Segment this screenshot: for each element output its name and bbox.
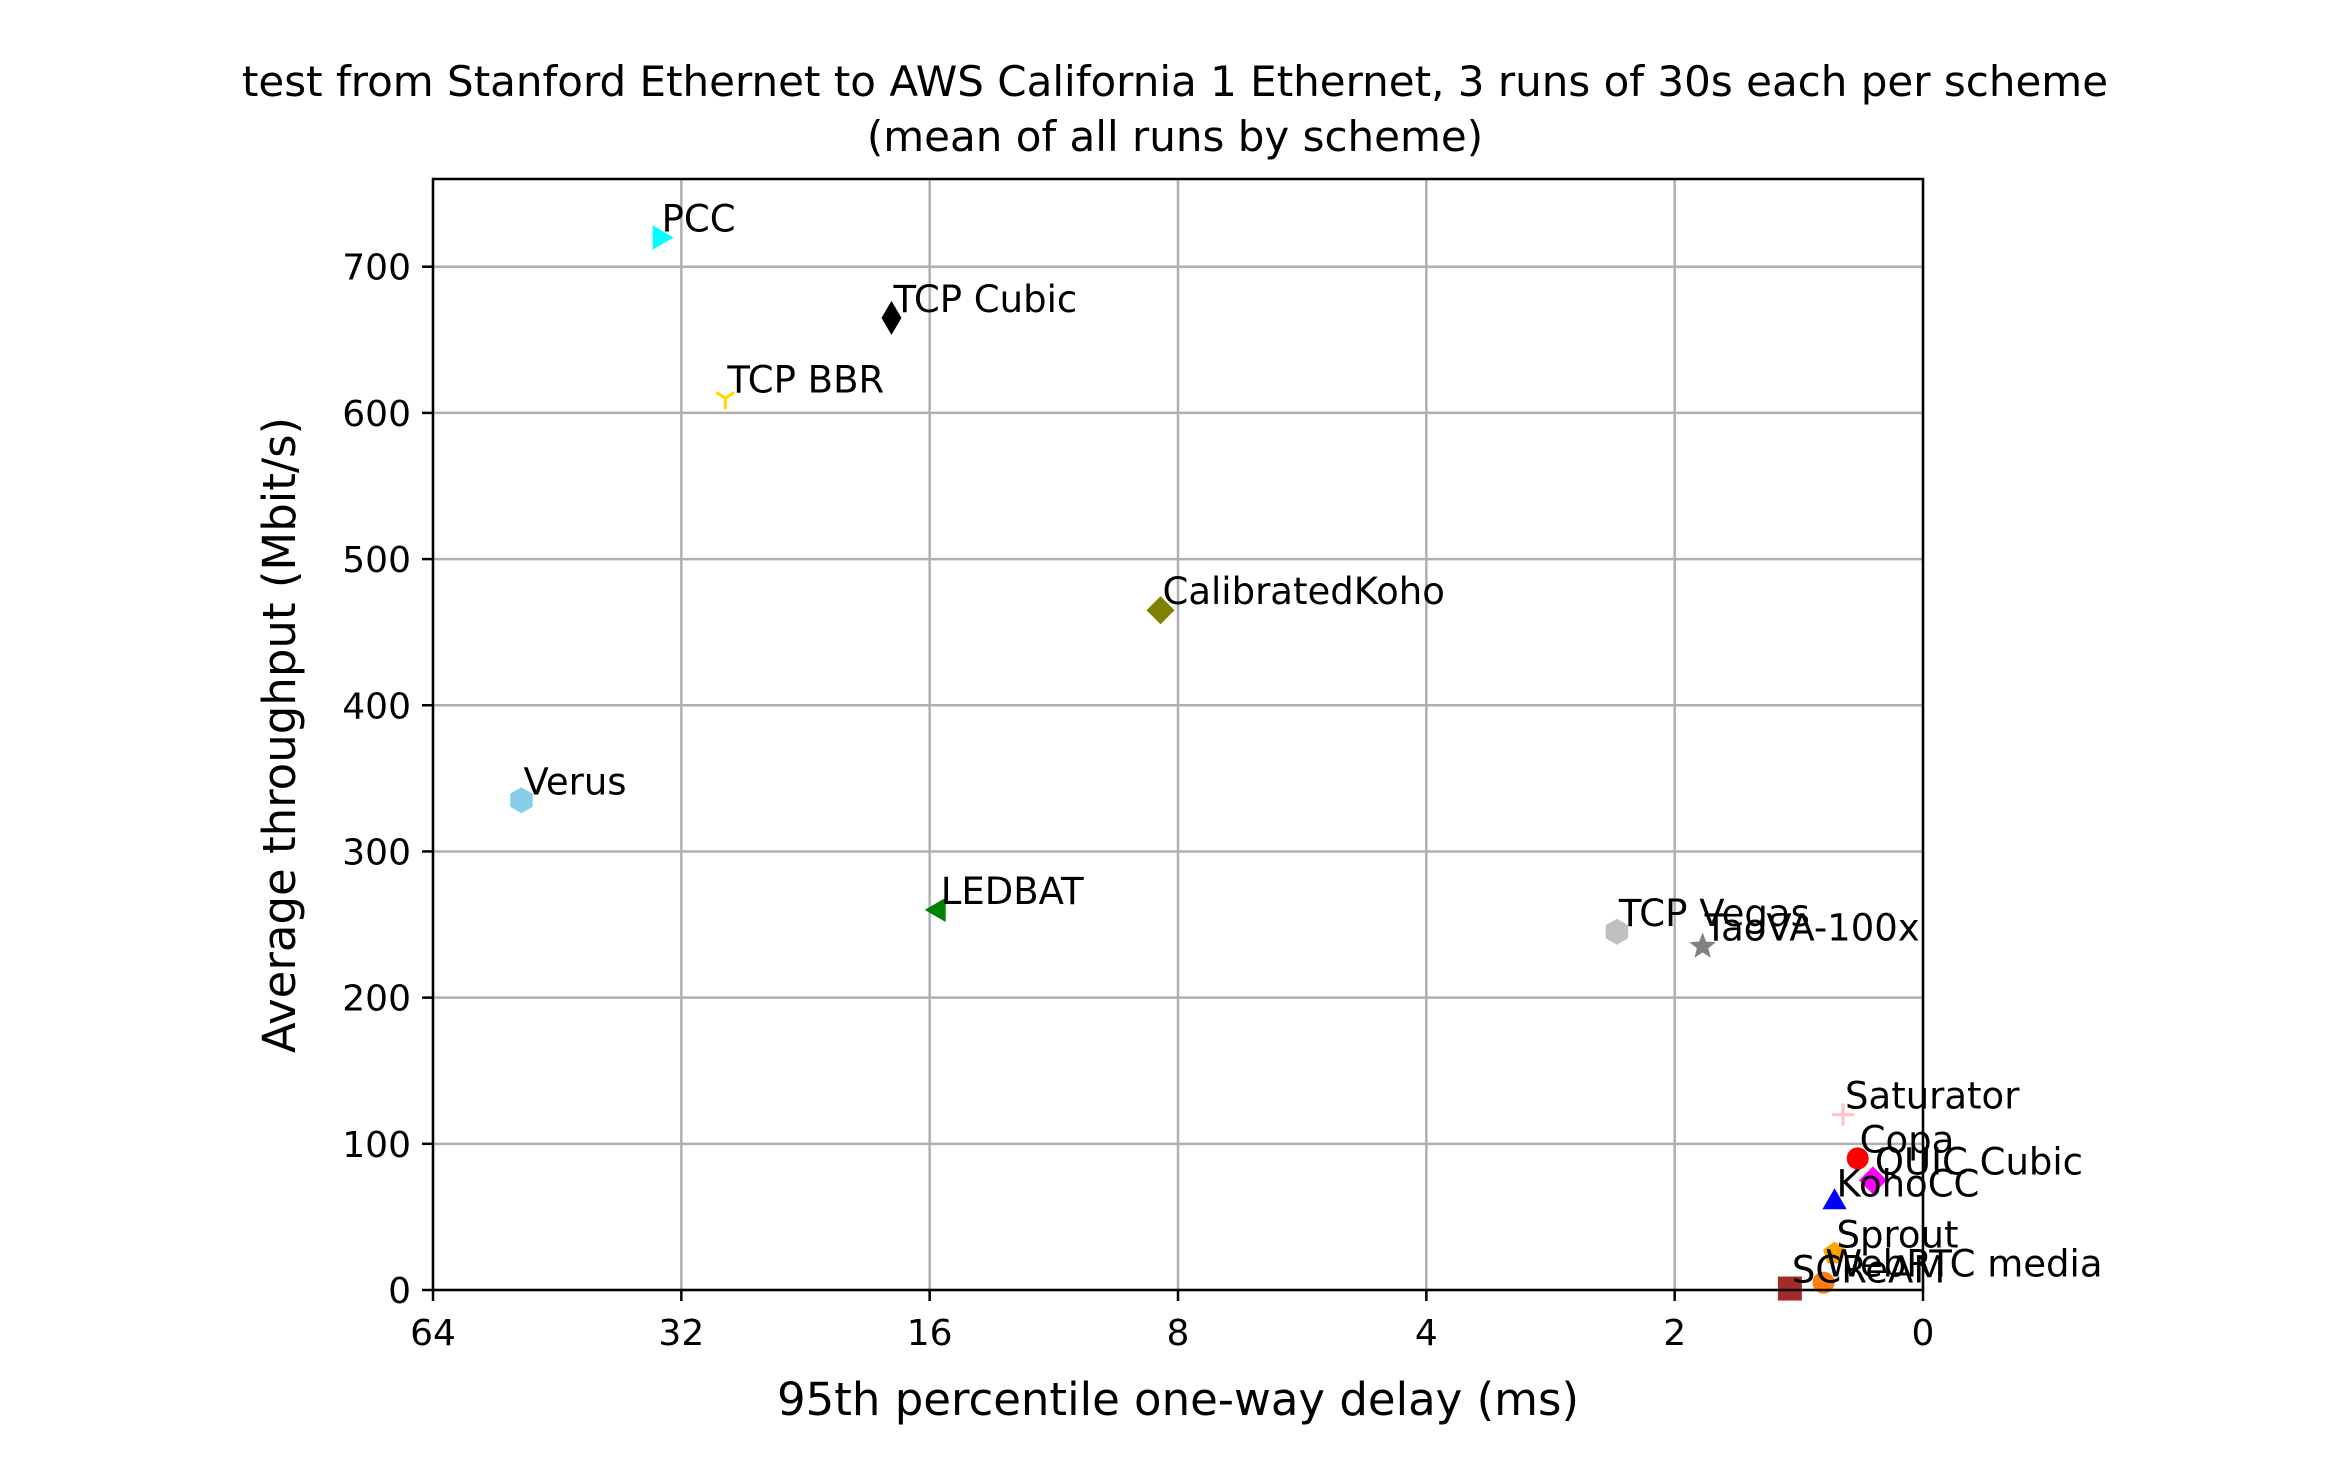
x-tick-label: 4 bbox=[1415, 1313, 1438, 1354]
y-axis-label: Average throughput (Mbit/s) bbox=[253, 417, 306, 1053]
point-kohocc-label: KohoCC bbox=[1837, 1162, 1980, 1205]
point-saturator bbox=[1832, 1103, 1855, 1126]
point-pcc bbox=[652, 225, 674, 250]
x-tick-label: 8 bbox=[1167, 1313, 1190, 1354]
point-saturator-label: Saturator bbox=[1845, 1075, 2020, 1118]
x-axis-ticks: 64 32 16 8 4 2 0 bbox=[410, 1290, 1934, 1354]
x-tick-label: 16 bbox=[907, 1313, 953, 1354]
point-copa-label: Copa bbox=[1860, 1118, 1955, 1161]
point-verus-label: Verus bbox=[523, 760, 626, 803]
point-scream-label: SCReAM bbox=[1792, 1249, 1945, 1292]
grid-lines bbox=[431, 179, 1925, 1292]
data-points bbox=[510, 225, 1887, 1301]
y-tick-label: 700 bbox=[342, 248, 411, 289]
chart-subtitle: (mean of all runs by scheme) bbox=[867, 112, 1483, 161]
point-sprout bbox=[1823, 1241, 1846, 1264]
y-tick-label: 200 bbox=[342, 979, 411, 1020]
y-tick-label: 0 bbox=[388, 1271, 411, 1312]
y-tick-label: 100 bbox=[342, 1125, 411, 1166]
point-tcp-cubic bbox=[881, 300, 902, 335]
y-tick-label: 600 bbox=[342, 394, 411, 435]
point-sprout-label: Sprout bbox=[1837, 1213, 1959, 1256]
point-quic-cubic bbox=[1858, 1166, 1887, 1195]
point-webrtc-media bbox=[1812, 1271, 1835, 1294]
x-tick-label: 0 bbox=[1912, 1313, 1935, 1354]
point-pcc-label: PCC bbox=[662, 197, 736, 240]
y-axis-ticks: 0 100 200 300 400 500 600 700 bbox=[342, 248, 433, 1312]
point-tcp-bbr-label: TCP BBR bbox=[726, 358, 884, 401]
point-tcp-cubic-label: TCP Cubic bbox=[892, 278, 1077, 321]
point-tcp-bbr bbox=[715, 391, 736, 410]
point-tcp-vegas bbox=[1605, 918, 1629, 945]
point-calibratedkoho bbox=[1146, 596, 1175, 625]
point-ledbat-label: LEDBAT bbox=[941, 870, 1084, 913]
point-taova-100x bbox=[1689, 932, 1716, 958]
y-tick-label: 400 bbox=[342, 686, 411, 727]
x-tick-label: 64 bbox=[410, 1313, 456, 1354]
point-quic-cubic-label: QUIC Cubic bbox=[1875, 1140, 2083, 1183]
x-tick-label: 2 bbox=[1663, 1313, 1686, 1354]
point-kohocc bbox=[1822, 1188, 1847, 1210]
point-webrtc-media-label: WebRTC media bbox=[1826, 1243, 2103, 1286]
point-taova-100x-label: TaoVA-100x bbox=[1704, 906, 1920, 949]
point-tcp-vegas-label: TCP Vegas bbox=[1618, 892, 1810, 935]
point-verus bbox=[510, 787, 533, 814]
point-calibratedkoho-label: CalibratedKoho bbox=[1163, 570, 1445, 613]
y-tick-label: 300 bbox=[342, 832, 411, 873]
point-scream bbox=[1777, 1276, 1802, 1301]
x-tick-label: 32 bbox=[658, 1313, 704, 1354]
y-tick-label: 500 bbox=[342, 540, 411, 581]
point-copa bbox=[1846, 1147, 1869, 1170]
chart-title: test from Stanford Ethernet to AWS Calif… bbox=[242, 57, 2108, 106]
x-axis-label: 95th percentile one-way delay (ms) bbox=[777, 1373, 1579, 1426]
point-ledbat bbox=[924, 897, 946, 922]
